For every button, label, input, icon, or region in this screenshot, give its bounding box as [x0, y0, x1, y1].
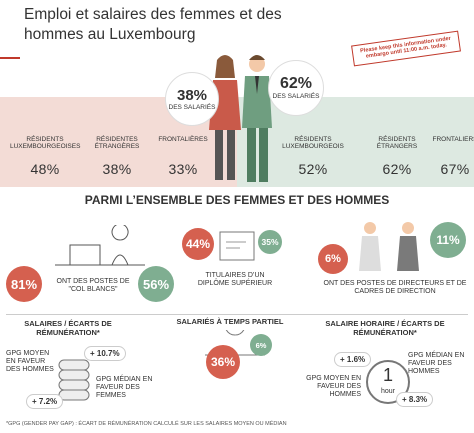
residence-label: RÉSIDENTS LUXEMBOURGEOISES: [10, 136, 81, 151]
residence-label: RÉSIDENTS ÉTRANGERS: [376, 136, 418, 151]
desk-icon: [55, 225, 145, 266]
divider: [6, 314, 468, 315]
hourly-mean-value: + 8.3%: [396, 392, 434, 407]
residence-label: FRONTALIÈRES: [158, 136, 208, 143]
residence-label: RÉSIDENTS LUXEMBOURGEOIS: [282, 136, 344, 151]
directors-women: 6%: [318, 244, 348, 274]
diploma-women: 44%: [182, 228, 214, 260]
salaries-mean-label: GPG MOYEN EN FAVEUR DES HOMMES: [6, 350, 54, 374]
footnote: *GPG (Gender Pay Gap) : écart de rémunér…: [6, 421, 287, 427]
residence-value: 38%: [102, 161, 132, 177]
accent: [0, 57, 20, 59]
directors-label: ONT DES POSTES DE DIRECTEURS ET DE CADRE…: [323, 280, 467, 296]
salaries-title: Salaires / écarts de rémunération*: [24, 319, 112, 337]
part-time-women: 36%: [206, 345, 240, 379]
men-share: 62%: [279, 75, 313, 93]
white-collar-men: 56%: [138, 266, 174, 302]
women-share: 38%: [176, 86, 208, 104]
white-collar-women: 81%: [6, 266, 42, 302]
residence-label: FRONTALIERS: [432, 136, 474, 143]
hourly-median-label: GPG MÉDIAN EN FAVEUR DES HOMMES: [408, 352, 465, 376]
coins-icon: [58, 359, 90, 401]
clock: 1 hour: [366, 360, 410, 404]
men-band: [237, 97, 474, 187]
men-share-circle: 62% DES SALARIÉS: [268, 60, 324, 116]
salaries-median-label: GPG MÉDIAN EN FAVEUR DES FEMMES: [96, 376, 153, 400]
hourly-title: SALAIRE HORAIRE / ÉCARTS DE RÉMUNÉRATION…: [325, 319, 445, 337]
residence-label: RÉSIDENTES ÉTRANGÈRES: [94, 136, 140, 151]
salaries-median-value: + 7.2%: [26, 394, 64, 409]
clock-unit: hour: [380, 388, 395, 395]
diploma-label: TITULAIRES D’UN DIPLÔME SUPÉRIEUR: [197, 272, 273, 288]
part-time-men: 6%: [250, 334, 272, 356]
directors-icon: [359, 222, 419, 271]
women-share-label: DES SALARIÉS: [168, 103, 216, 111]
residence-value: 67%: [440, 161, 470, 177]
residence-value: 62%: [382, 161, 412, 177]
men-share-label: DES SALARIÉS: [272, 93, 320, 101]
diploma-icon: [219, 231, 255, 261]
white-collar-label: ONT DES POSTES DE "COL BLANCS": [56, 278, 130, 294]
section-title: PARMI L’ENSEMBLE DES FEMMES ET DES HOMME…: [84, 193, 390, 207]
clock-number: 1: [382, 365, 393, 385]
directors-men: 11%: [430, 222, 466, 258]
residence-value: 52%: [298, 161, 328, 177]
residence-value: 48%: [30, 161, 60, 177]
embargo-stamp: Please keep this information under embar…: [351, 30, 461, 67]
women-share-circle: 38% DES SALARIÉS: [165, 72, 219, 126]
title: Emploi et salaires des femmes et des hom…: [24, 6, 282, 43]
hourly-median-value: + 1.6%: [334, 352, 372, 367]
hourly-mean-label: GPG MOYEN EN FAVEUR DES HOMMES: [306, 375, 361, 399]
salaries-mean-value: + 10.7%: [84, 346, 126, 361]
residence-value: 33%: [168, 161, 198, 177]
diploma-men: 35%: [258, 230, 282, 254]
part-time-title: SALARIÉS À TEMPS PARTIEL: [176, 317, 284, 326]
